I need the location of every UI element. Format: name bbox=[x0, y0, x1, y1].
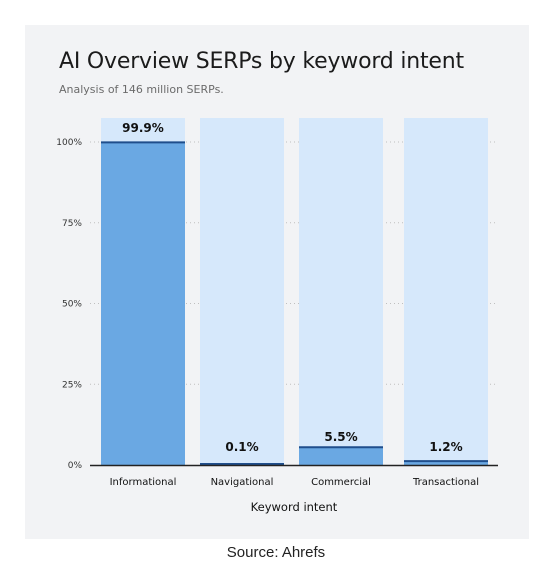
data-label: 0.1% bbox=[225, 440, 258, 454]
x-axis-title: Keyword intent bbox=[251, 500, 338, 514]
bar-background bbox=[404, 118, 488, 465]
x-tick-label: Informational bbox=[110, 477, 177, 488]
bar-background bbox=[200, 118, 284, 465]
y-tick-label: 25% bbox=[62, 380, 82, 390]
y-tick-label: 100% bbox=[56, 138, 82, 148]
x-tick-label: Commercial bbox=[311, 477, 371, 488]
data-label: 99.9% bbox=[122, 121, 164, 135]
bar bbox=[299, 447, 383, 465]
y-tick-label: 50% bbox=[62, 300, 82, 310]
y-tick-label: 0% bbox=[68, 461, 83, 471]
bar bbox=[101, 142, 185, 465]
x-tick-label: Transactional bbox=[412, 477, 479, 488]
data-label: 1.2% bbox=[429, 440, 462, 454]
source-caption: Source: Ahrefs bbox=[226, 544, 326, 561]
chart-subtitle: Analysis of 146 million SERPs. bbox=[59, 83, 224, 96]
bar-background bbox=[299, 118, 383, 465]
y-tick-label: 75% bbox=[62, 219, 82, 229]
data-label: 5.5% bbox=[324, 430, 357, 444]
bar bbox=[404, 461, 488, 465]
x-tick-label: Navigational bbox=[211, 477, 274, 488]
chart-title: AI Overview SERPs by keyword intent bbox=[59, 49, 464, 74]
